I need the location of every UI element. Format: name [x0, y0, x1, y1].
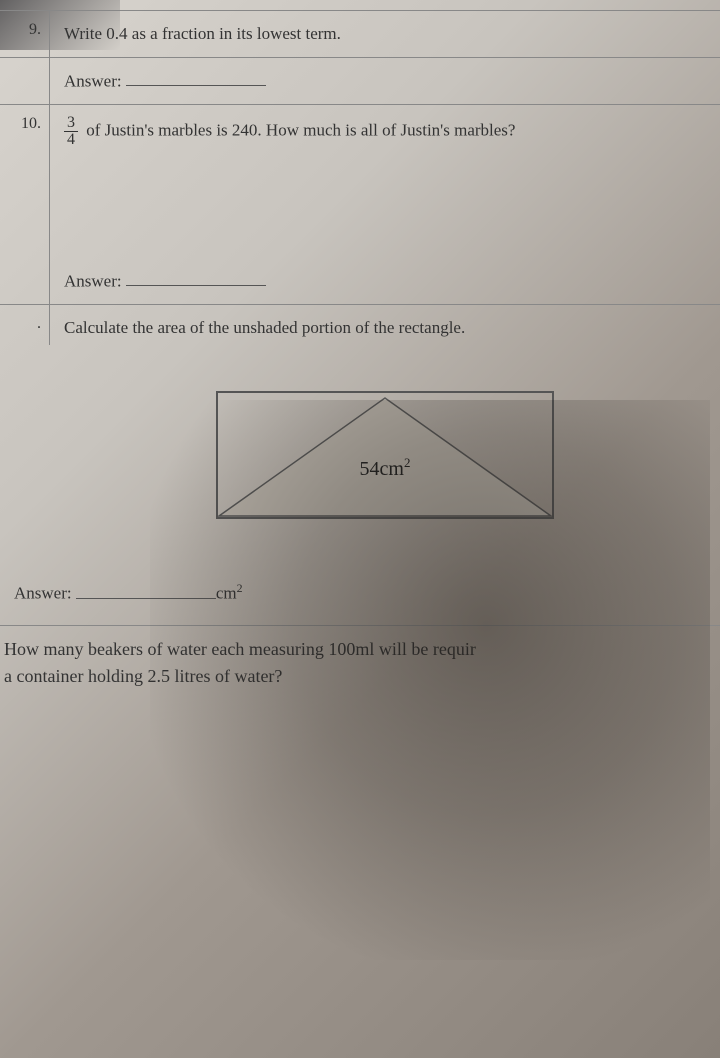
question-12-line2-wrap: a container holding 2.5 litres of water? [4, 663, 706, 690]
rectangle-triangle-diagram: 54cm2 [215, 390, 555, 520]
question-12-line1: How many beakers of water each measuring… [4, 636, 706, 663]
fraction-numerator: 3 [64, 115, 78, 132]
answer-label: Answer: [64, 71, 122, 90]
q12-prefix: a [4, 666, 17, 686]
question-number-spacer [0, 58, 50, 104]
answer-blank[interactable] [126, 268, 266, 287]
question-12-row: How many beakers of water each measuring… [0, 625, 720, 826]
answer-blank[interactable] [76, 580, 216, 599]
diagram-area-label: 54cm2 [360, 455, 411, 480]
question-number: 9. [0, 11, 50, 57]
question-12-line2: container holding 2.5 litres of water? [17, 666, 283, 686]
question-11-text: Calculate the area of the unshaded porti… [64, 315, 706, 341]
question-9-answer-row: Answer: [0, 57, 720, 105]
question-9-answer: Answer: [50, 58, 720, 104]
question-10-row: 10. 3 4 of Justin's marbles is 240. How … [0, 104, 720, 305]
question-9-text: Write 0.4 as a fraction in its lowest te… [50, 11, 720, 57]
answer-label: Answer: [64, 271, 122, 290]
answer-label: Answer: [14, 584, 72, 603]
question-9-row: 9. Write 0.4 as a fraction in its lowest… [0, 10, 720, 58]
question-10-answer: Answer: [64, 268, 706, 294]
diagram-container: 54cm2 [64, 390, 706, 520]
question-number: 10. [0, 105, 50, 304]
diagram-shaded-triangle [219, 398, 551, 516]
worksheet-page: 9. Write 0.4 as a fraction in its lowest… [0, 10, 720, 825]
answer-unit-sup: 2 [237, 581, 243, 595]
fraction-three-quarters: 3 4 [64, 115, 78, 148]
question-10-body: 3 4 of Justin's marbles is 240. How much… [50, 105, 720, 304]
answer-blank[interactable] [126, 68, 266, 87]
question-12-body: How many beakers of water each measuring… [0, 626, 720, 826]
question-11-body: Calculate the area of the unshaded porti… [50, 305, 720, 625]
question-11-answer: Answer: cm2 [14, 580, 706, 606]
fraction-denominator: 4 [64, 132, 78, 148]
answer-unit: cm [216, 584, 237, 603]
question-11-row: . Calculate the area of the unshaded por… [0, 304, 720, 626]
question-number: . [0, 305, 50, 345]
question-10-text: of Justin's marbles is 240. How much is … [82, 120, 515, 139]
